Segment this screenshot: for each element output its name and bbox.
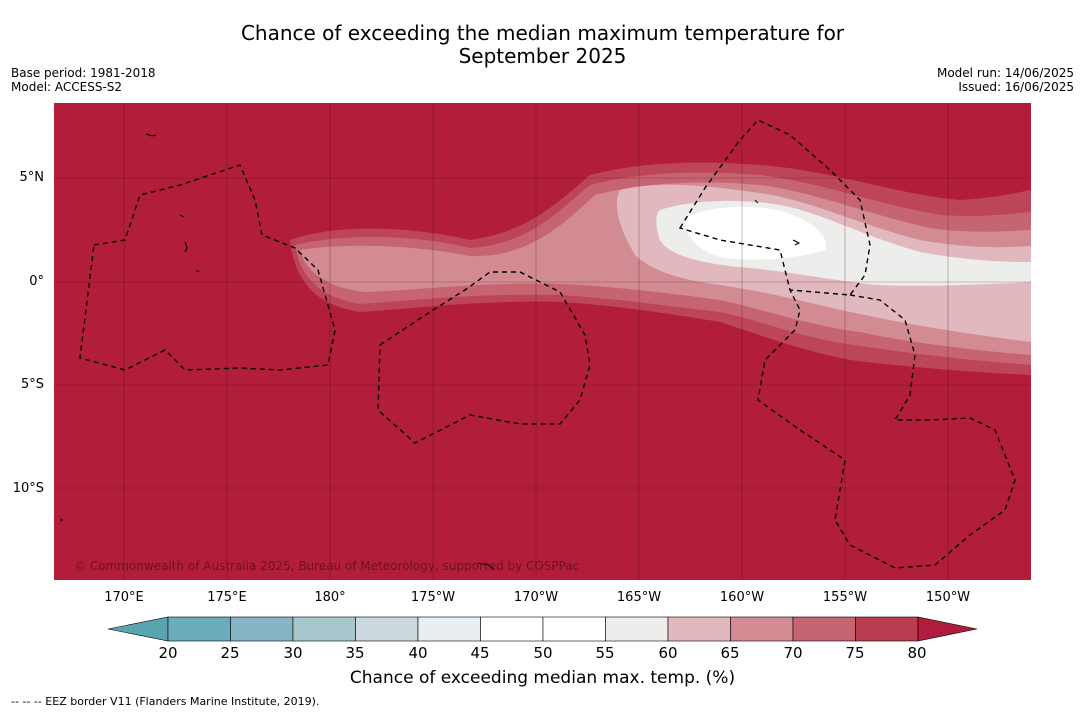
lon-label-175e: 175°E	[207, 590, 247, 605]
map-title-line2: September 2025	[458, 44, 627, 68]
lon-label-180: 180°	[314, 590, 346, 605]
lon-label-165w: 165°W	[616, 590, 662, 605]
eez-footnote: -- -- -- EEZ border V11 (Flanders Marine…	[11, 695, 320, 708]
colorbar-tick-65: 65	[720, 644, 740, 662]
lon-label-175w: 175°W	[410, 590, 456, 605]
issued-text: Issued: 16/06/2025	[958, 80, 1074, 94]
colorbar-tick-30: 30	[283, 644, 303, 662]
graticule	[54, 103, 1031, 580]
model-run-text: Model run: 14/06/2025	[936, 66, 1074, 80]
lon-label-170e: 170°E	[104, 590, 144, 605]
colorbar-tick-55: 55	[595, 644, 615, 662]
lon-label-150w: 150°W	[925, 590, 971, 605]
lon-label-160w: 160°W	[719, 590, 765, 605]
lat-label-0: 0°	[29, 274, 44, 289]
lon-label-155w: 155°W	[822, 590, 868, 605]
islands	[60, 133, 801, 570]
copyright-text: © Commonwealth of Australia 2025, Bureau…	[74, 559, 580, 573]
colorbar-tick-50: 50	[533, 644, 553, 662]
lat-label-5n: 5°N	[19, 170, 45, 185]
colorbar-tick-75: 75	[845, 644, 865, 662]
lon-label-170w: 170°W	[513, 590, 559, 605]
meta-left: Base period: 1981-2018 Model: ACCESS-S2	[11, 66, 156, 94]
map-title: Chance of exceeding the median maximum t…	[0, 22, 1085, 68]
colorbar-tick-40: 40	[408, 644, 428, 662]
map-title-line1: Chance of exceeding the median maximum t…	[240, 21, 845, 45]
colorbar-tick-45: 45	[470, 644, 490, 662]
base-period-text: Base period: 1981-2018	[11, 66, 156, 80]
band-50	[685, 206, 826, 260]
lat-label-10s: 10°S	[12, 481, 44, 496]
eez-borders	[79, 119, 1016, 569]
colorbar-tick-25: 25	[220, 644, 240, 662]
colorbar-tick-60: 60	[658, 644, 678, 662]
meta-right: Model run: 14/06/2025 Issued: 16/06/2025	[937, 66, 1074, 94]
colorbar-tick-70: 70	[783, 644, 803, 662]
colorbar-tick-80: 80	[907, 644, 927, 662]
colorbar-label: Chance of exceeding median max. temp. (%…	[349, 668, 736, 688]
colorbar-tick-20: 20	[158, 644, 178, 662]
colorbar-tick-35: 35	[345, 644, 365, 662]
model-text: Model: ACCESS-S2	[11, 80, 123, 94]
lat-label-5s: 5°S	[20, 377, 44, 392]
